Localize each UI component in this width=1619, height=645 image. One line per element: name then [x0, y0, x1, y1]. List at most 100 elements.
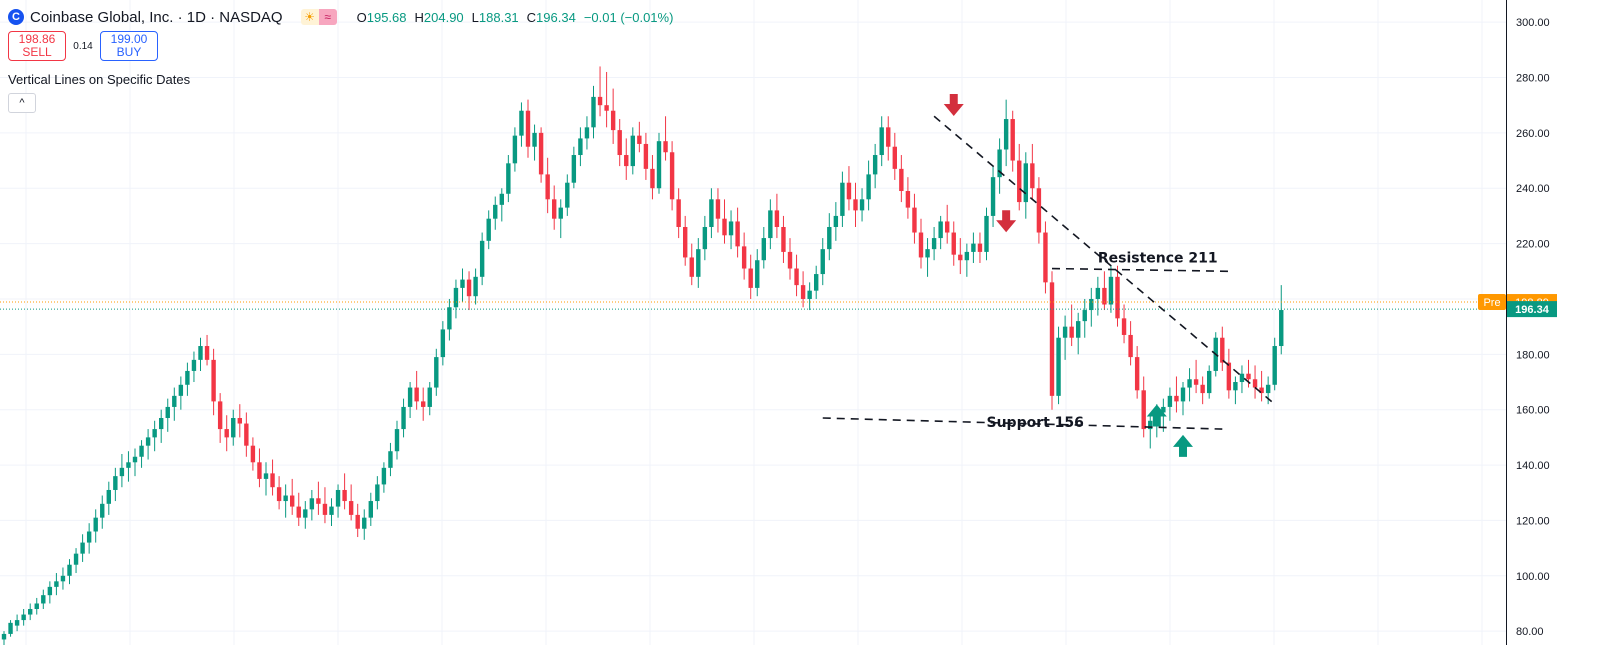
last-price-box — [1507, 301, 1557, 318]
candle-body — [918, 232, 924, 258]
price-axis[interactable]: 300.00280.00260.00240.00220.00200.00180.… — [1478, 0, 1557, 645]
candle — [14, 614, 20, 632]
low-label: L — [471, 9, 479, 25]
candle — [1108, 265, 1114, 313]
candle — [689, 243, 694, 286]
candle-body — [34, 603, 39, 610]
candle-body — [715, 199, 721, 219]
pre-market-tag-label: Pre — [1483, 297, 1500, 309]
candle — [990, 166, 996, 227]
candle — [368, 492, 373, 526]
candle-body — [244, 423, 249, 446]
candle-body — [1134, 357, 1140, 391]
candle-body — [984, 215, 989, 252]
candle-body — [833, 215, 839, 227]
candle-body — [322, 503, 328, 515]
candle — [132, 448, 138, 477]
candle — [316, 481, 321, 515]
candle — [931, 226, 937, 261]
candle-body — [80, 542, 85, 554]
candle — [1167, 387, 1173, 421]
candle-body — [1089, 298, 1094, 311]
candle — [997, 138, 1002, 194]
candle-body — [1128, 334, 1133, 358]
candle-body — [1200, 384, 1205, 394]
candle-body — [335, 489, 341, 507]
candle — [381, 462, 387, 493]
candle-body — [519, 110, 524, 136]
candle-body — [499, 193, 504, 205]
candle-body — [741, 246, 747, 269]
buy-button[interactable]: 199.00 BUY — [100, 31, 158, 61]
candle-body — [132, 456, 138, 463]
candle — [198, 337, 203, 371]
wave-icon[interactable]: ≈ — [318, 9, 337, 25]
candle — [427, 382, 432, 416]
candle — [1102, 271, 1107, 311]
candle — [604, 71, 609, 128]
arrow-down-marker — [996, 210, 1017, 233]
candle-body — [702, 226, 708, 250]
candle — [1180, 382, 1186, 416]
candle — [761, 226, 766, 269]
candle-body — [951, 232, 956, 255]
indicator-label[interactable]: Vertical Lines on Specific Dates — [8, 72, 191, 87]
high-value: 204.90 — [423, 9, 464, 25]
candle-body — [453, 287, 459, 308]
candle-body — [552, 199, 557, 219]
collapse-indicators-button[interactable]: ^ — [8, 93, 36, 113]
candle-body — [165, 406, 170, 419]
candle-body — [119, 467, 125, 477]
candle — [211, 348, 216, 416]
candle — [1010, 110, 1015, 172]
candle-body — [722, 218, 727, 236]
resistance-label: Resistence 211 — [1098, 251, 1218, 267]
candle-body — [630, 135, 635, 167]
candle-body — [1279, 310, 1284, 347]
candle — [355, 503, 360, 538]
candle — [1023, 152, 1028, 219]
candle — [86, 523, 92, 554]
candle — [231, 409, 236, 446]
sell-price: 198.86 — [18, 32, 56, 46]
market-status-badges[interactable]: ☀ ≈ — [300, 9, 337, 25]
candle — [119, 453, 125, 488]
candle-body — [604, 105, 609, 111]
close-value: 196.34 — [536, 9, 576, 25]
candle-body — [748, 268, 753, 288]
candle — [479, 232, 485, 286]
candle-body — [997, 149, 1002, 178]
candle-body — [296, 506, 301, 518]
candle-body — [637, 135, 642, 144]
symbol-title[interactable]: Coinbase Global, Inc. · 1D · NASDAQ — [30, 8, 283, 26]
candle — [1239, 365, 1245, 394]
candle — [669, 141, 675, 211]
candle — [859, 188, 865, 222]
candle — [905, 177, 911, 219]
candle — [1076, 312, 1081, 355]
candle-body — [421, 401, 426, 407]
candle — [1134, 346, 1140, 399]
y-tick-label: 280.00 — [1516, 73, 1550, 85]
candle — [493, 196, 498, 230]
candle-body — [460, 279, 465, 288]
candle-body — [1030, 163, 1035, 189]
candle-body — [100, 503, 105, 518]
candle — [342, 473, 347, 510]
candle-body — [211, 359, 216, 402]
candle-body — [1272, 346, 1277, 385]
arrow-up-marker — [1173, 434, 1193, 457]
close-label: C — [526, 9, 537, 25]
candle-body — [827, 226, 832, 250]
sun-icon[interactable]: ☀ — [300, 9, 319, 25]
candle-body — [1108, 276, 1114, 305]
candle — [224, 415, 229, 452]
sell-button[interactable]: 198.86 SELL — [8, 31, 66, 61]
candle — [250, 437, 256, 471]
candle — [571, 146, 577, 189]
candle-body — [1121, 318, 1127, 335]
candle — [414, 370, 419, 410]
candle — [971, 232, 976, 263]
candle — [787, 238, 793, 280]
